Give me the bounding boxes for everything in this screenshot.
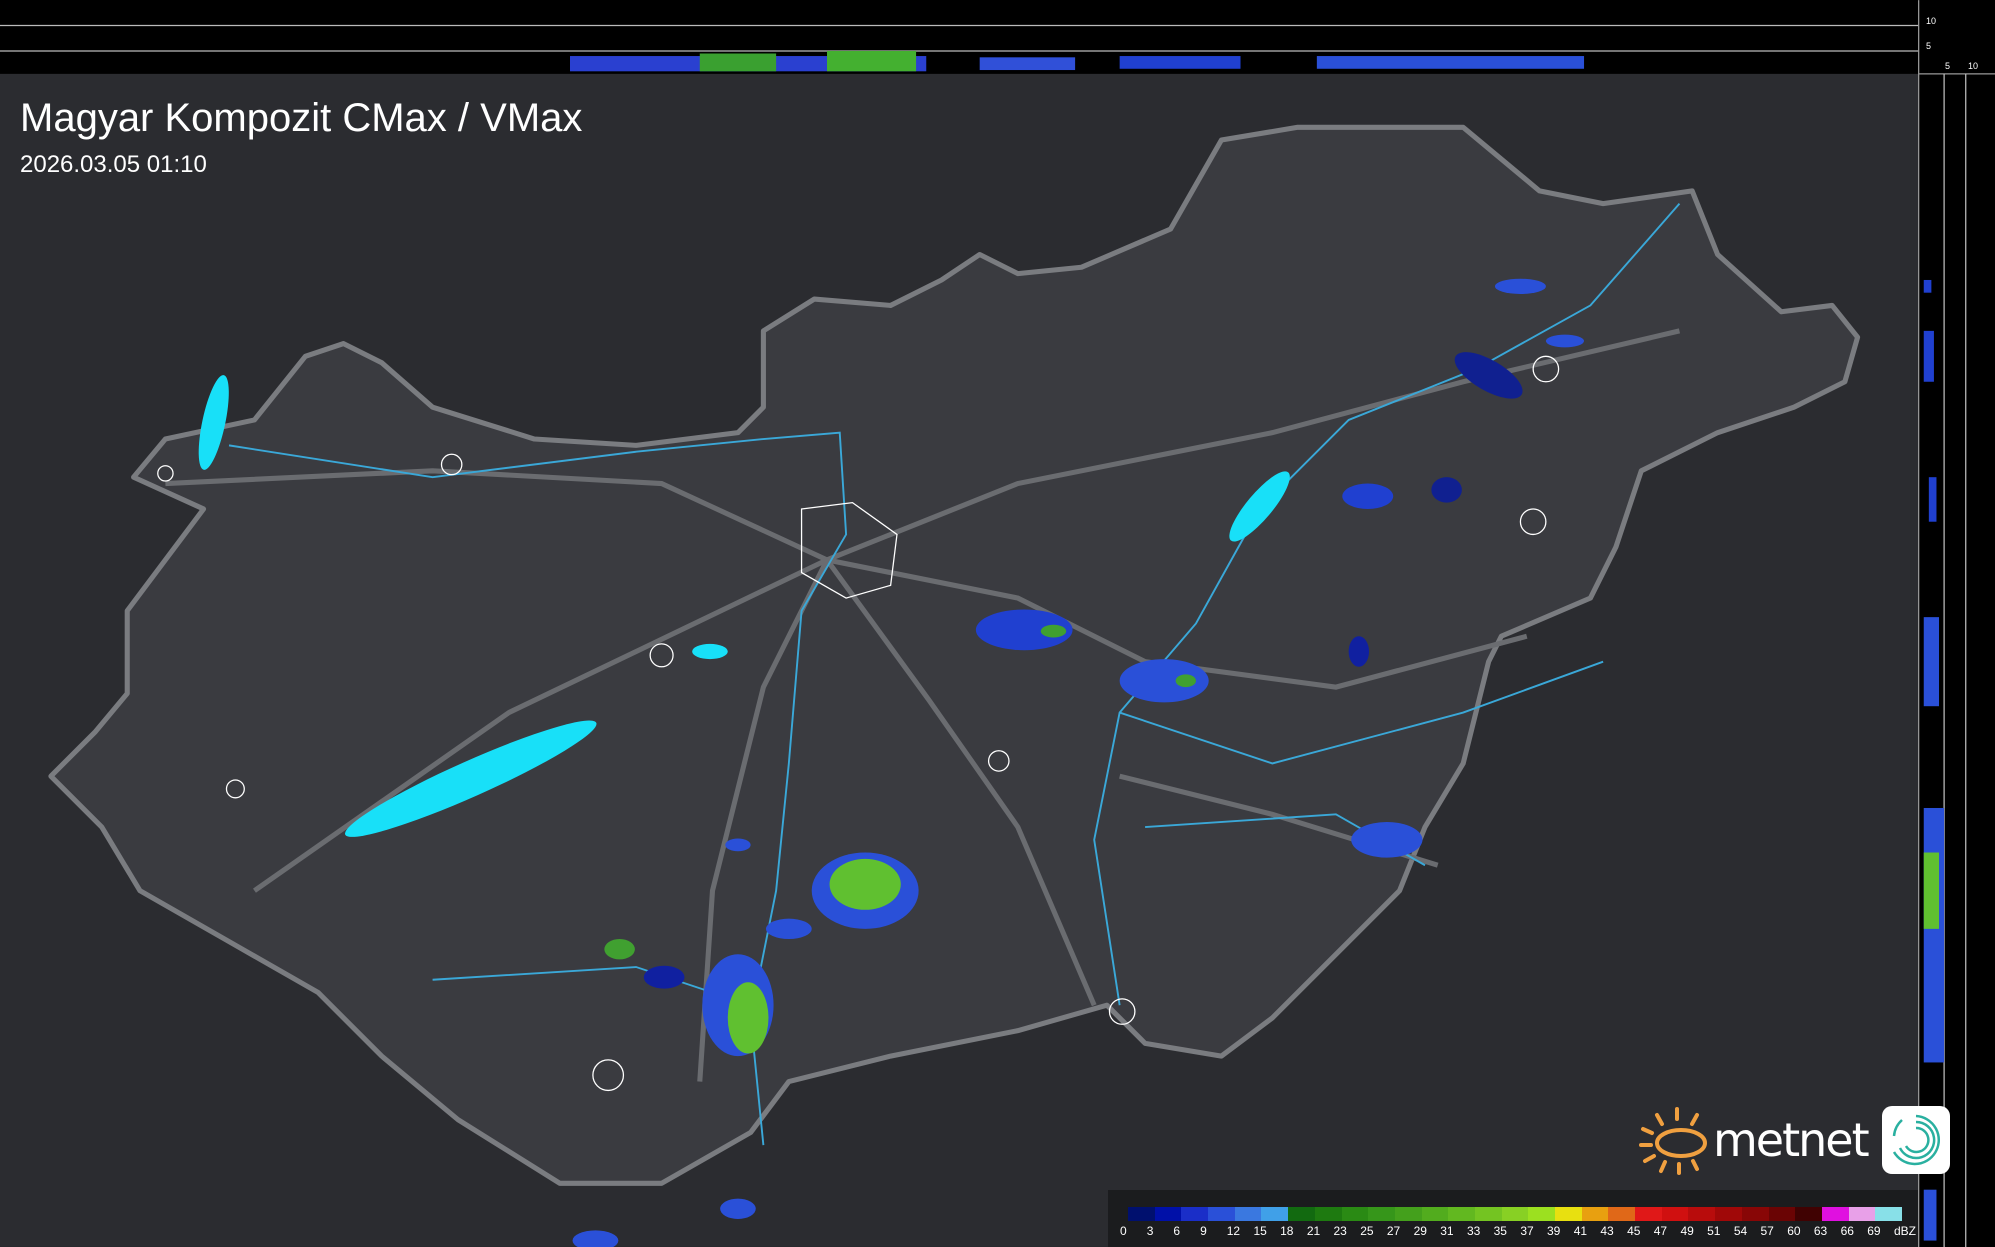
- legend-swatch: [1688, 1207, 1716, 1221]
- legend-label: 31: [1440, 1224, 1454, 1238]
- hungary-country-area: [48, 124, 1861, 1186]
- legend-label: 49: [1680, 1224, 1694, 1238]
- brand-name: metnet: [1713, 1113, 1870, 1167]
- legend-swatch: [1795, 1207, 1822, 1221]
- legend-swatch: [1555, 1207, 1582, 1221]
- legend-swatch: [1421, 1207, 1449, 1221]
- legend-swatch: [1581, 1207, 1609, 1221]
- legend-label: 6: [1173, 1224, 1181, 1238]
- top-profile-echoes: [570, 50, 1585, 72]
- lake-tisza: [1229, 471, 1290, 542]
- legend-label: 39: [1547, 1224, 1561, 1238]
- legend-swatch: [1474, 1207, 1502, 1221]
- legend-label: 54: [1733, 1224, 1748, 1238]
- legend-swatch: [1341, 1207, 1369, 1221]
- legend-label: 66: [1840, 1224, 1854, 1238]
- legend-label: 12: [1226, 1224, 1241, 1238]
- legend-swatch: [1368, 1207, 1395, 1221]
- legend-swatch: [1741, 1207, 1769, 1221]
- swirl-icon: [1892, 1114, 1940, 1166]
- profile-tick-label: 5: [1945, 61, 1951, 71]
- legend-swatch: [1848, 1207, 1876, 1221]
- legend-label: 29: [1413, 1224, 1427, 1238]
- legend-swatch: [1181, 1207, 1209, 1221]
- legend-label: 15: [1253, 1224, 1267, 1238]
- legend-swatch: [1821, 1207, 1849, 1221]
- legend-label: 23: [1333, 1224, 1347, 1238]
- profile-tick-label: 10: [1926, 16, 1937, 26]
- dbz-color-legend: 0 3 6 9 12 15 18 21 23 25 27 29 31 33 35 37 39 41 43 45 47 49…: [1108, 1190, 1918, 1247]
- legend-swatch: [1208, 1207, 1235, 1221]
- metnet-logo[interactable]: metnet: [1637, 1105, 1950, 1175]
- legend-label: 57: [1760, 1224, 1774, 1238]
- lake-velence: [692, 643, 728, 660]
- legend-swatch: [1715, 1207, 1742, 1221]
- legend-label: 25: [1360, 1224, 1374, 1238]
- legend-label: 21: [1306, 1224, 1321, 1238]
- lake-ferto: [198, 375, 229, 470]
- legend-swatch: [1608, 1207, 1636, 1221]
- legend-swatch: [1154, 1207, 1182, 1221]
- legend-swatch: [1528, 1207, 1555, 1221]
- legend-label: 3: [1146, 1224, 1154, 1238]
- legend-color-bar: [1128, 1207, 1902, 1221]
- legend-label: 60: [1787, 1224, 1801, 1238]
- legend-unit: dBZ: [1893, 1224, 1916, 1238]
- legend-label: 27: [1386, 1224, 1401, 1238]
- legend-swatch: [1128, 1207, 1155, 1221]
- legend-label: 0: [1120, 1224, 1127, 1238]
- legend-label: 45: [1627, 1224, 1641, 1238]
- city-outlines: [157, 355, 1560, 1092]
- map-title: Magyar Kompozit CMax / VMax: [20, 96, 583, 140]
- legend-swatch: [1314, 1207, 1342, 1221]
- legend-swatch: [1501, 1207, 1529, 1221]
- legend-swatch: [1875, 1207, 1902, 1221]
- legend-swatch: [1288, 1207, 1315, 1221]
- legend-label: 43: [1600, 1224, 1614, 1238]
- legend-label: 9: [1200, 1224, 1207, 1238]
- legend-labels: 0 3 6 9 12 15 18 21 23 25 27 29 31 33 35 37 39 41 43 45 47 49…: [1120, 1224, 1921, 1238]
- legend-swatch: [1661, 1207, 1689, 1221]
- legend-swatch: [1234, 1207, 1262, 1221]
- profile-tick-label: 5: [1926, 41, 1932, 51]
- legend-swatch: [1261, 1207, 1289, 1221]
- sun-icon: [1639, 1107, 1707, 1175]
- legend-swatch: [1768, 1207, 1796, 1221]
- metnet-app-icon[interactable]: [1881, 1106, 1950, 1174]
- legend-label: 41: [1573, 1224, 1588, 1238]
- map-timestamp: 2026.03.05 01:10: [20, 151, 207, 178]
- side-profile-echoes: [1923, 279, 1945, 1241]
- legend-swatch: [1635, 1207, 1662, 1221]
- legend-label: 18: [1280, 1224, 1294, 1238]
- legend-label: 35: [1493, 1224, 1507, 1238]
- legend-label: 69: [1867, 1224, 1881, 1238]
- radar-echoes: [572, 278, 1585, 1247]
- lake-balaton: [345, 720, 597, 837]
- legend-label: 37: [1520, 1224, 1534, 1238]
- legend-swatch: [1448, 1207, 1475, 1221]
- legend-label: 47: [1653, 1224, 1668, 1238]
- legend-label: 33: [1466, 1224, 1481, 1238]
- legend-label: 63: [1813, 1224, 1828, 1238]
- legend-swatch: [1394, 1207, 1422, 1221]
- legend-label: 51: [1707, 1224, 1721, 1238]
- profile-tick-label: 10: [1968, 61, 1979, 71]
